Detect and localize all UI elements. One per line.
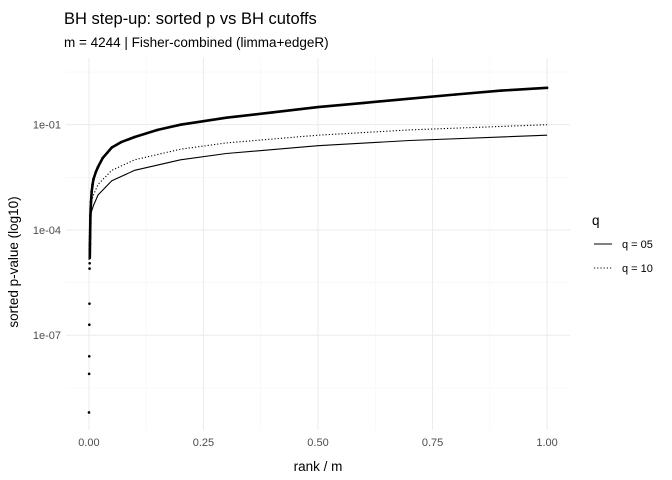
sorted-p-point: [179, 123, 182, 126]
y-axis-title: sorted p-value (log10): [6, 196, 21, 327]
x-tick-label: 0.00: [78, 437, 99, 449]
legend-label-q10: q = 10: [622, 263, 653, 275]
sorted-p-point: [92, 177, 95, 181]
sorted-p-point: [96, 165, 100, 169]
sorted-p-point: [87, 355, 91, 358]
x-tick-label: 1.00: [536, 437, 557, 449]
sorted-p-point: [362, 101, 366, 105]
sorted-p-point: [225, 116, 228, 119]
legend-label-q05: q = 05: [622, 239, 653, 251]
sorted-p-point: [88, 262, 91, 265]
sorted-p-point: [101, 156, 104, 160]
sorted-p-point: [87, 372, 91, 376]
x-axis-ticks: 0.00 0.25 0.50 0.75 1.00: [78, 437, 558, 449]
sorted-p-point: [105, 151, 109, 155]
x-tick-label: 0.50: [307, 437, 328, 449]
sorted-p-point: [87, 411, 91, 414]
sorted-p-point: [499, 89, 503, 92]
sorted-p-point: [408, 97, 411, 101]
sorted-p-point: [110, 146, 114, 149]
plot-grid: [66, 58, 570, 430]
y-tick-label: 1e-04: [33, 225, 61, 237]
sorted-p-point: [88, 267, 91, 270]
plot-series: [87, 86, 549, 414]
sorted-p-point: [270, 111, 274, 114]
bh-cutoff-line-q10: [88, 124, 548, 250]
bh-cutoff-line-q05: [88, 134, 548, 260]
sorted-p-point: [89, 207, 92, 211]
sorted-p-point: [133, 135, 137, 139]
sorted-p-point: [94, 170, 98, 174]
chart-subtitle: m = 4244 | Fisher-combined (limma+edgeR): [64, 35, 329, 50]
sorted-p-point: [119, 140, 123, 144]
sorted-p-point: [454, 93, 457, 96]
sorted-p-point: [316, 105, 320, 109]
chart-title: BH step-up: sorted p vs BH cutoffs: [64, 10, 317, 28]
x-tick-label: 0.75: [422, 437, 443, 449]
sorted-p-point: [202, 119, 205, 123]
sorted-p-point: [88, 302, 91, 305]
y-axis-ticks: 1e-07 1e-04 1e-01: [33, 120, 61, 343]
sorted-p-point: [88, 323, 91, 327]
legend: q q = 05 q = 10: [592, 213, 653, 275]
legend-title: q: [592, 213, 600, 228]
sorted-p-point: [90, 190, 93, 193]
sorted-p-point: [156, 128, 159, 132]
y-tick-label: 1e-07: [33, 330, 61, 342]
x-tick-label: 0.25: [193, 437, 214, 449]
y-tick-label: 1e-01: [33, 120, 61, 132]
x-axis-title: rank / m: [294, 459, 343, 474]
sorted-p-point: [545, 86, 549, 90]
sorted-p-point: [91, 183, 94, 186]
